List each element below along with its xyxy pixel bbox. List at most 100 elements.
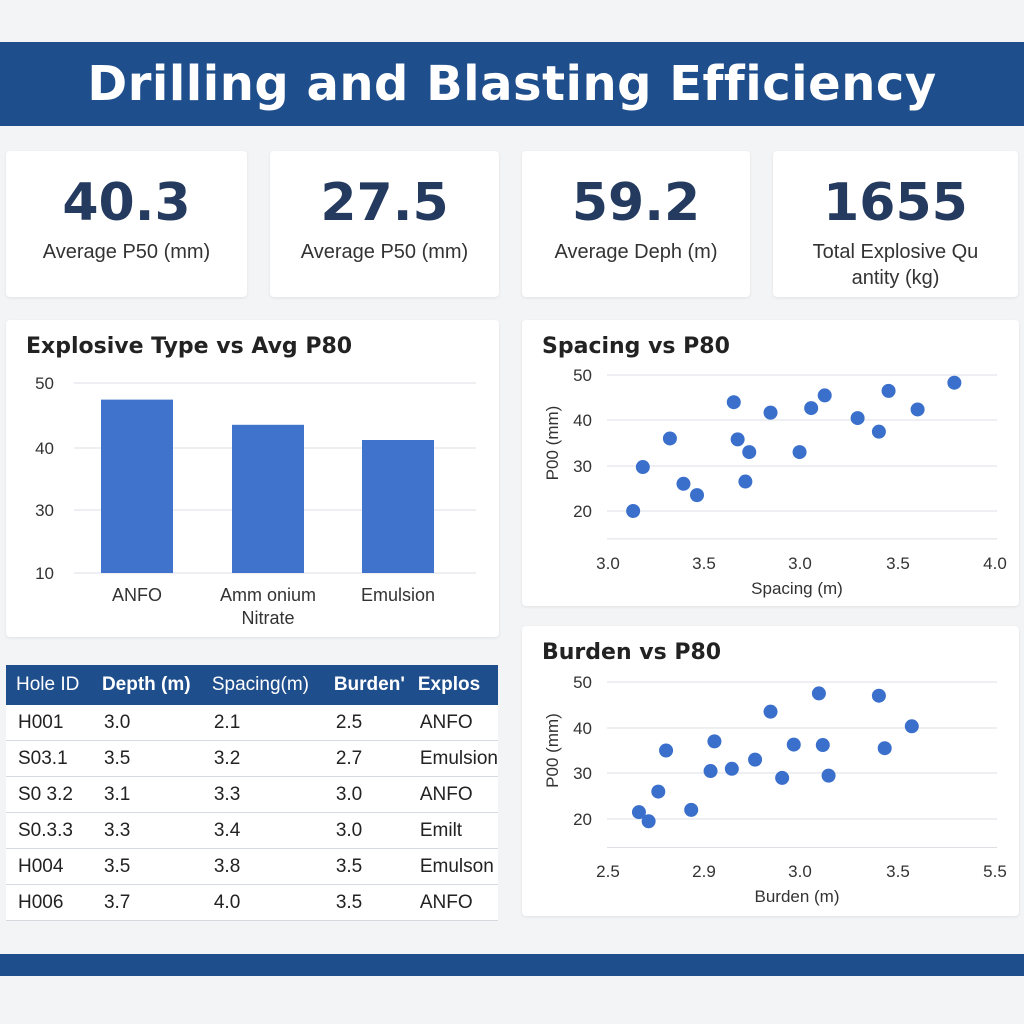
- table-row[interactable]: H006 3.7 4.0 3.5 ANFO: [6, 884, 498, 921]
- kpi-card-avg-depth: 59.2 Average Deph (m): [522, 151, 750, 297]
- table-cell: 3.5: [323, 884, 408, 921]
- table-cell: Emilt: [407, 812, 498, 849]
- bar-chart-card: Explosive Type vs Avg P80 50 40 30 10 ANFO Am…: [6, 320, 499, 637]
- y-axis-label: P00 (mm): [543, 713, 562, 788]
- scatter-point: [631, 805, 646, 820]
- table-cell: ANFO: [407, 776, 498, 813]
- table-cell: 3.0: [323, 776, 408, 813]
- table-cell: 3.0: [91, 705, 202, 741]
- scatter-point: [871, 688, 886, 703]
- col-header-hole-id[interactable]: Hole ID: [6, 665, 92, 705]
- table-cell: S0 3.2: [6, 776, 92, 813]
- scatter-point: [811, 686, 826, 701]
- table-cell: Emulsion: [407, 740, 498, 777]
- scatter-point: [641, 814, 656, 829]
- table-cell: 2.1: [201, 705, 324, 741]
- x-category-label: Nitrate: [241, 608, 294, 628]
- table-header-row: Hole ID Depth (m) Spacing(m) Burden' Exp…: [6, 665, 498, 705]
- spacing-scatter-chart: 50 40 30 20 3.0 3.5 3.0 3.5 4.0 Spacing (m) P00 (m…: [543, 366, 1007, 598]
- y-tick-label: 20: [573, 810, 592, 829]
- holes-table: Hole ID Depth (m) Spacing(m) Burden' Exp…: [6, 665, 498, 921]
- scatter-point: [786, 737, 801, 752]
- scatter-point: [748, 752, 763, 767]
- scatter-point: [881, 383, 896, 398]
- kpi-card-total-explosive: 1655 Total Explosive Qu antity (kg): [773, 151, 1018, 297]
- x-tick-label: 4.0: [983, 554, 1007, 573]
- scatter-point: [947, 375, 962, 390]
- scatter-point: [690, 488, 705, 503]
- kpi-value: 27.5: [320, 173, 449, 233]
- burden-scatter-card: Burden vs P80 50 40 30 20 2.5 2.9 3.0 3.5 5.5 Bur…: [522, 626, 1019, 916]
- scatter-point: [626, 504, 641, 518]
- scatter-point: [738, 474, 753, 489]
- table-row[interactable]: S03.1 3.5 3.2 2.7 Emulsion: [6, 740, 498, 777]
- table-cell: 2.5: [323, 705, 408, 741]
- bar-chart-title: Explosive Type vs Avg P80: [26, 334, 353, 359]
- y-tick-label: 30: [573, 764, 592, 783]
- burden-chart-title: Burden vs P80: [542, 640, 722, 665]
- bar: [232, 424, 304, 573]
- col-header-spacing[interactable]: Spacing(m): [201, 665, 324, 705]
- table-cell: H006: [6, 884, 92, 921]
- x-tick-label: 3.5: [692, 554, 716, 573]
- table-cell: 3.3: [201, 776, 324, 813]
- y-tick-label: 50: [573, 366, 592, 385]
- x-axis-label: Burden (m): [754, 887, 839, 906]
- scatter-point: [763, 405, 778, 420]
- scatter-point: [775, 770, 790, 785]
- scatter-point: [703, 764, 718, 779]
- scatter-point: [871, 424, 886, 439]
- kpi-label: Average P50 (mm): [42, 241, 211, 263]
- table-cell: 3.4: [201, 812, 324, 849]
- table-row[interactable]: H004 3.5 3.8 3.5 Emulson: [6, 848, 498, 885]
- table-cell: ANFO: [407, 705, 498, 741]
- scatter-point: [821, 768, 836, 783]
- table-cell: 3.5: [323, 848, 408, 885]
- table-row[interactable]: H001 3.0 2.1 2.5 ANFO: [6, 705, 498, 741]
- scatter-point: [763, 704, 778, 719]
- table-cell: S0.3.3: [6, 812, 92, 849]
- scatter-point: [904, 719, 919, 734]
- x-tick-label: 3.0: [788, 862, 812, 881]
- y-tick-label: 50: [573, 673, 592, 692]
- col-header-burden[interactable]: Burden': [323, 665, 408, 705]
- scatter-point: [635, 460, 650, 475]
- table-cell: 3.3: [91, 812, 202, 849]
- y-tick-label: 40: [573, 719, 592, 738]
- x-tick-label: 5.5: [983, 862, 1007, 881]
- spacing-scatter-card: Spacing vs P80 50 40 30 20 3.0 3.5 3.0 3.5 4.0 Sp…: [522, 320, 1019, 606]
- kpi-label: Average P50 (mm): [300, 241, 469, 263]
- scatter-point: [730, 432, 745, 447]
- table-cell: 4.0: [201, 884, 324, 921]
- y-axis-label: P00 (mm): [543, 406, 562, 481]
- y-tick-label: 10: [35, 564, 54, 583]
- table-row[interactable]: S0.3.3 3.3 3.4 3.0 Emilt: [6, 812, 498, 849]
- x-tick-label: 3.5: [886, 554, 910, 573]
- y-tick-label: 30: [35, 501, 54, 520]
- x-tick-label: 2.5: [596, 862, 620, 881]
- dashboard-header: Drilling and Blasting Efficiency: [0, 42, 1024, 126]
- x-tick-label: 3.0: [788, 554, 812, 573]
- y-tick-label: 30: [573, 457, 592, 476]
- table-cell: Emulson: [407, 848, 498, 885]
- scatter-point: [817, 388, 832, 403]
- table-cell: 3.5: [91, 740, 202, 777]
- col-header-explosive[interactable]: Explos: [407, 665, 498, 705]
- y-tick-label: 40: [573, 411, 592, 430]
- scatter-point: [724, 761, 739, 776]
- col-header-depth[interactable]: Depth (m): [91, 665, 202, 705]
- y-tick-label: 40: [35, 439, 54, 458]
- page-title: Drilling and Blasting Efficiency: [87, 56, 937, 112]
- x-tick-label: 3.0: [596, 554, 620, 573]
- scatter-point: [707, 734, 722, 749]
- burden-scatter-chart: 50 40 30 20 2.5 2.9 3.0 3.5 5.5 Burden (m) P00 (mm…: [543, 673, 1007, 906]
- kpi-card-avg-p50-2: 27.5 Average P50 (mm): [270, 151, 499, 297]
- table-cell: 3.1: [91, 776, 202, 813]
- table-cell: 3.2: [201, 740, 324, 777]
- scatter-point: [726, 395, 741, 410]
- kpi-value: 59.2: [571, 173, 701, 233]
- x-category-label: Amm onium: [220, 585, 316, 605]
- scatter-point: [792, 445, 807, 460]
- table-row[interactable]: S0 3.2 3.1 3.3 3.0 ANFO: [6, 776, 498, 813]
- table-cell: 3.7: [91, 884, 202, 921]
